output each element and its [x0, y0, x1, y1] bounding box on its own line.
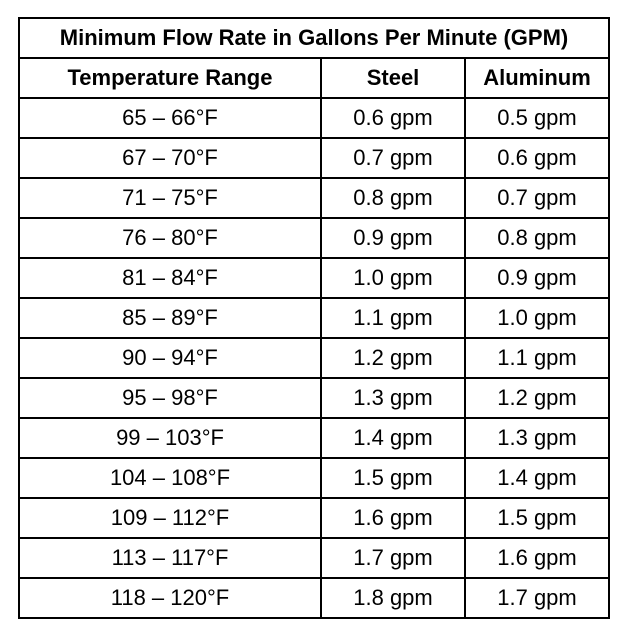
cell-temperature-range: 81 – 84°F — [18, 257, 322, 299]
cell-aluminum: 0.7 gpm — [463, 177, 611, 219]
header-aluminum: Aluminum — [463, 57, 611, 99]
header-temperature-range: Temperature Range — [18, 57, 322, 99]
table-body: 65 – 66°F 0.6 gpm 0.5 gpm 67 – 70°F 0.7 gpm 0… — [18, 97, 611, 619]
cell-aluminum: 0.8 gpm — [463, 217, 611, 259]
table-row: 113 – 117°F 1.7 gpm 1.6 gpm — [18, 537, 611, 579]
cell-temperature-range: 118 – 120°F — [18, 577, 322, 619]
cell-temperature-range: 76 – 80°F — [18, 217, 322, 259]
flow-rate-table: Minimum Flow Rate in Gallons Per Minute … — [17, 17, 611, 619]
cell-aluminum: 1.5 gpm — [463, 497, 611, 539]
table-row: 85 – 89°F 1.1 gpm 1.0 gpm — [18, 297, 611, 339]
cell-temperature-range: 109 – 112°F — [18, 497, 322, 539]
cell-aluminum: 0.5 gpm — [463, 97, 611, 139]
cell-temperature-range: 90 – 94°F — [18, 337, 322, 379]
table-row: 76 – 80°F 0.9 gpm 0.8 gpm — [18, 217, 611, 259]
table-row: 90 – 94°F 1.2 gpm 1.1 gpm — [18, 337, 611, 379]
cell-steel: 0.6 gpm — [320, 97, 466, 139]
flow-rate-table-container: Minimum Flow Rate in Gallons Per Minute … — [17, 17, 611, 619]
table-row: 67 – 70°F 0.7 gpm 0.6 gpm — [18, 137, 611, 179]
table-row: 104 – 108°F 1.5 gpm 1.4 gpm — [18, 457, 611, 499]
table-header-row: Temperature Range Steel Aluminum — [18, 57, 611, 99]
cell-temperature-range: 85 – 89°F — [18, 297, 322, 339]
cell-steel: 1.4 gpm — [320, 417, 466, 459]
cell-temperature-range: 71 – 75°F — [18, 177, 322, 219]
cell-temperature-range: 67 – 70°F — [18, 137, 322, 179]
cell-aluminum: 0.6 gpm — [463, 137, 611, 179]
cell-steel: 1.7 gpm — [320, 537, 466, 579]
cell-steel: 1.6 gpm — [320, 497, 466, 539]
table-row: 65 – 66°F 0.6 gpm 0.5 gpm — [18, 97, 611, 139]
table-title: Minimum Flow Rate in Gallons Per Minute … — [17, 17, 611, 59]
table-row: 81 – 84°F 1.0 gpm 0.9 gpm — [18, 257, 611, 299]
cell-aluminum: 1.1 gpm — [463, 337, 611, 379]
cell-steel: 0.8 gpm — [320, 177, 466, 219]
cell-aluminum: 1.2 gpm — [463, 377, 611, 419]
cell-temperature-range: 104 – 108°F — [18, 457, 322, 499]
table-row: 71 – 75°F 0.8 gpm 0.7 gpm — [18, 177, 611, 219]
cell-temperature-range: 99 – 103°F — [18, 417, 322, 459]
cell-steel: 1.2 gpm — [320, 337, 466, 379]
table-title-row: Minimum Flow Rate in Gallons Per Minute … — [17, 17, 611, 59]
cell-temperature-range: 95 – 98°F — [18, 377, 322, 419]
header-steel: Steel — [320, 57, 466, 99]
cell-steel: 1.5 gpm — [320, 457, 466, 499]
cell-steel: 1.1 gpm — [320, 297, 466, 339]
cell-steel: 0.9 gpm — [320, 217, 466, 259]
table-row: 99 – 103°F 1.4 gpm 1.3 gpm — [18, 417, 611, 459]
cell-aluminum: 1.4 gpm — [463, 457, 611, 499]
cell-steel: 0.7 gpm — [320, 137, 466, 179]
cell-steel: 1.3 gpm — [320, 377, 466, 419]
table-row: 109 – 112°F 1.6 gpm 1.5 gpm — [18, 497, 611, 539]
cell-aluminum: 1.6 gpm — [463, 537, 611, 579]
cell-steel: 1.8 gpm — [320, 577, 466, 619]
cell-steel: 1.0 gpm — [320, 257, 466, 299]
table-row: 95 – 98°F 1.3 gpm 1.2 gpm — [18, 377, 611, 419]
cell-aluminum: 1.0 gpm — [463, 297, 611, 339]
cell-temperature-range: 113 – 117°F — [18, 537, 322, 579]
cell-aluminum: 0.9 gpm — [463, 257, 611, 299]
table-row: 118 – 120°F 1.8 gpm 1.7 gpm — [18, 577, 611, 619]
cell-aluminum: 1.3 gpm — [463, 417, 611, 459]
cell-aluminum: 1.7 gpm — [463, 577, 611, 619]
cell-temperature-range: 65 – 66°F — [18, 97, 322, 139]
